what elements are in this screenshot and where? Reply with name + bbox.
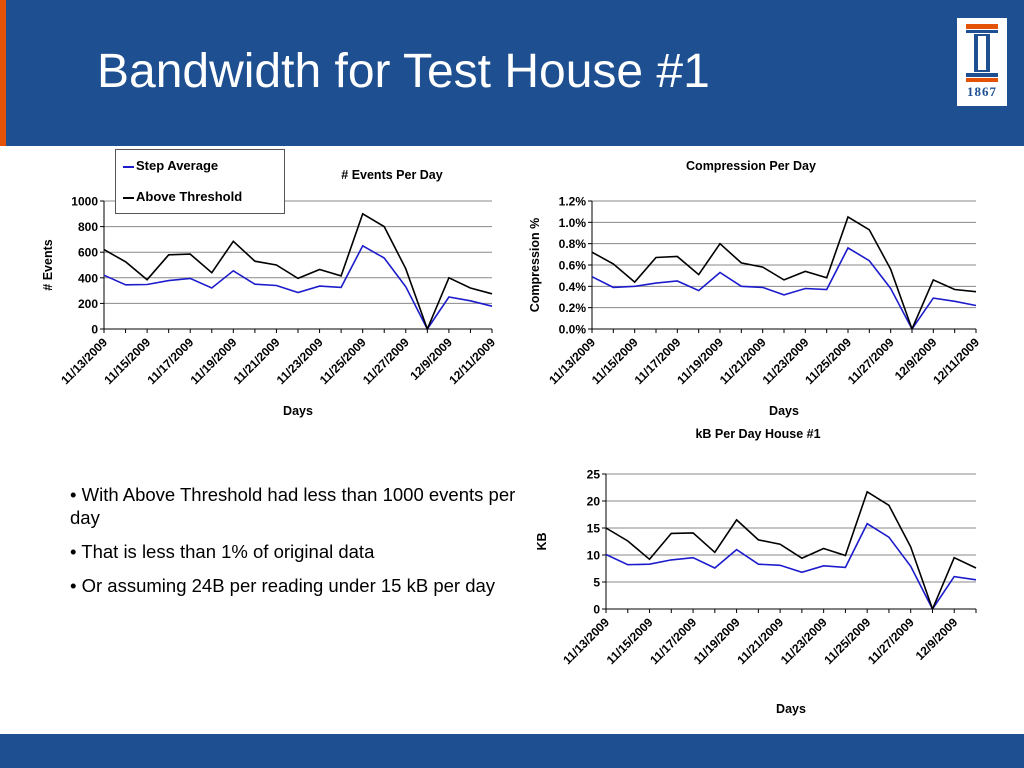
y-tick-label: 15 <box>587 522 601 536</box>
column-icon <box>966 24 998 82</box>
y-tick-label: 1.0% <box>559 216 587 230</box>
y-tick-label: 0 <box>593 603 600 617</box>
x-tick-label: 11/27/2009 <box>865 615 917 667</box>
legend-label-above-threshold: Above Threshold <box>136 189 243 204</box>
y-tick-label: 0.8% <box>559 237 587 251</box>
y-tick-label: 25 <box>587 468 601 482</box>
chart-title: Compression Per Day <box>686 159 816 173</box>
y-tick-label: 400 <box>78 271 98 285</box>
y-tick-label: 0.0% <box>559 323 587 337</box>
bullet-item: • With Above Threshold had less than 100… <box>70 484 516 528</box>
slide-title: Bandwidth for Test House #1 <box>97 45 710 98</box>
x-axis-label: Days <box>283 404 313 418</box>
y-tick-label: 0.4% <box>559 280 587 294</box>
x-tick-label: 12/9/2009 <box>913 615 961 663</box>
y-tick-label: 0.6% <box>559 259 587 273</box>
legend-label-step-average: Step Average <box>136 158 219 173</box>
university-logo: 1867 <box>957 18 1007 106</box>
footer-bar <box>0 734 1024 768</box>
chart-legend: Step Average Above Threshold <box>115 149 285 214</box>
bullet-list: • With Above Threshold had less than 100… <box>70 483 520 608</box>
series-line-above-threshold <box>605 490 977 612</box>
legend-item-above-threshold: Above Threshold <box>123 189 243 204</box>
series-line-step-average <box>605 522 977 611</box>
y-tick-label: 20 <box>587 495 601 509</box>
chart-title: kB Per Day House #1 <box>695 427 820 441</box>
y-tick-label: 1000 <box>71 195 98 209</box>
x-axis-label: Days <box>776 702 806 716</box>
y-tick-label: 0 <box>91 323 98 337</box>
bullet-item: • That is less than 1% of original data <box>70 541 375 562</box>
y-tick-label: 800 <box>78 220 98 234</box>
bullet-item: • Or assuming 24B per reading under 15 k… <box>70 575 496 596</box>
y-tick-label: 0.2% <box>559 301 587 315</box>
legend-swatch-above-threshold <box>123 197 134 199</box>
chart-title: # Events Per Day <box>341 168 442 182</box>
series-line-above-threshold <box>103 212 493 332</box>
legend-swatch-step-average <box>123 166 134 168</box>
x-axis-label: Days <box>769 404 799 418</box>
y-tick-label: 10 <box>587 549 601 563</box>
y-axis-label: # Events <box>41 239 55 290</box>
logo-year: 1867 <box>967 84 997 99</box>
y-tick-label: 600 <box>78 246 98 260</box>
series-line-above-threshold <box>591 215 977 332</box>
header-bar: Bandwidth for Test House #1 1867 <box>0 0 1024 146</box>
y-tick-label: 200 <box>78 297 98 311</box>
y-axis-label: KB <box>535 532 549 550</box>
y-tick-label: 1.2% <box>559 195 587 209</box>
y-tick-label: 5 <box>593 576 600 590</box>
header-accent-strip <box>0 0 6 146</box>
y-axis-label: Compression % <box>528 218 542 312</box>
legend-item-step-average: Step Average <box>123 158 219 173</box>
